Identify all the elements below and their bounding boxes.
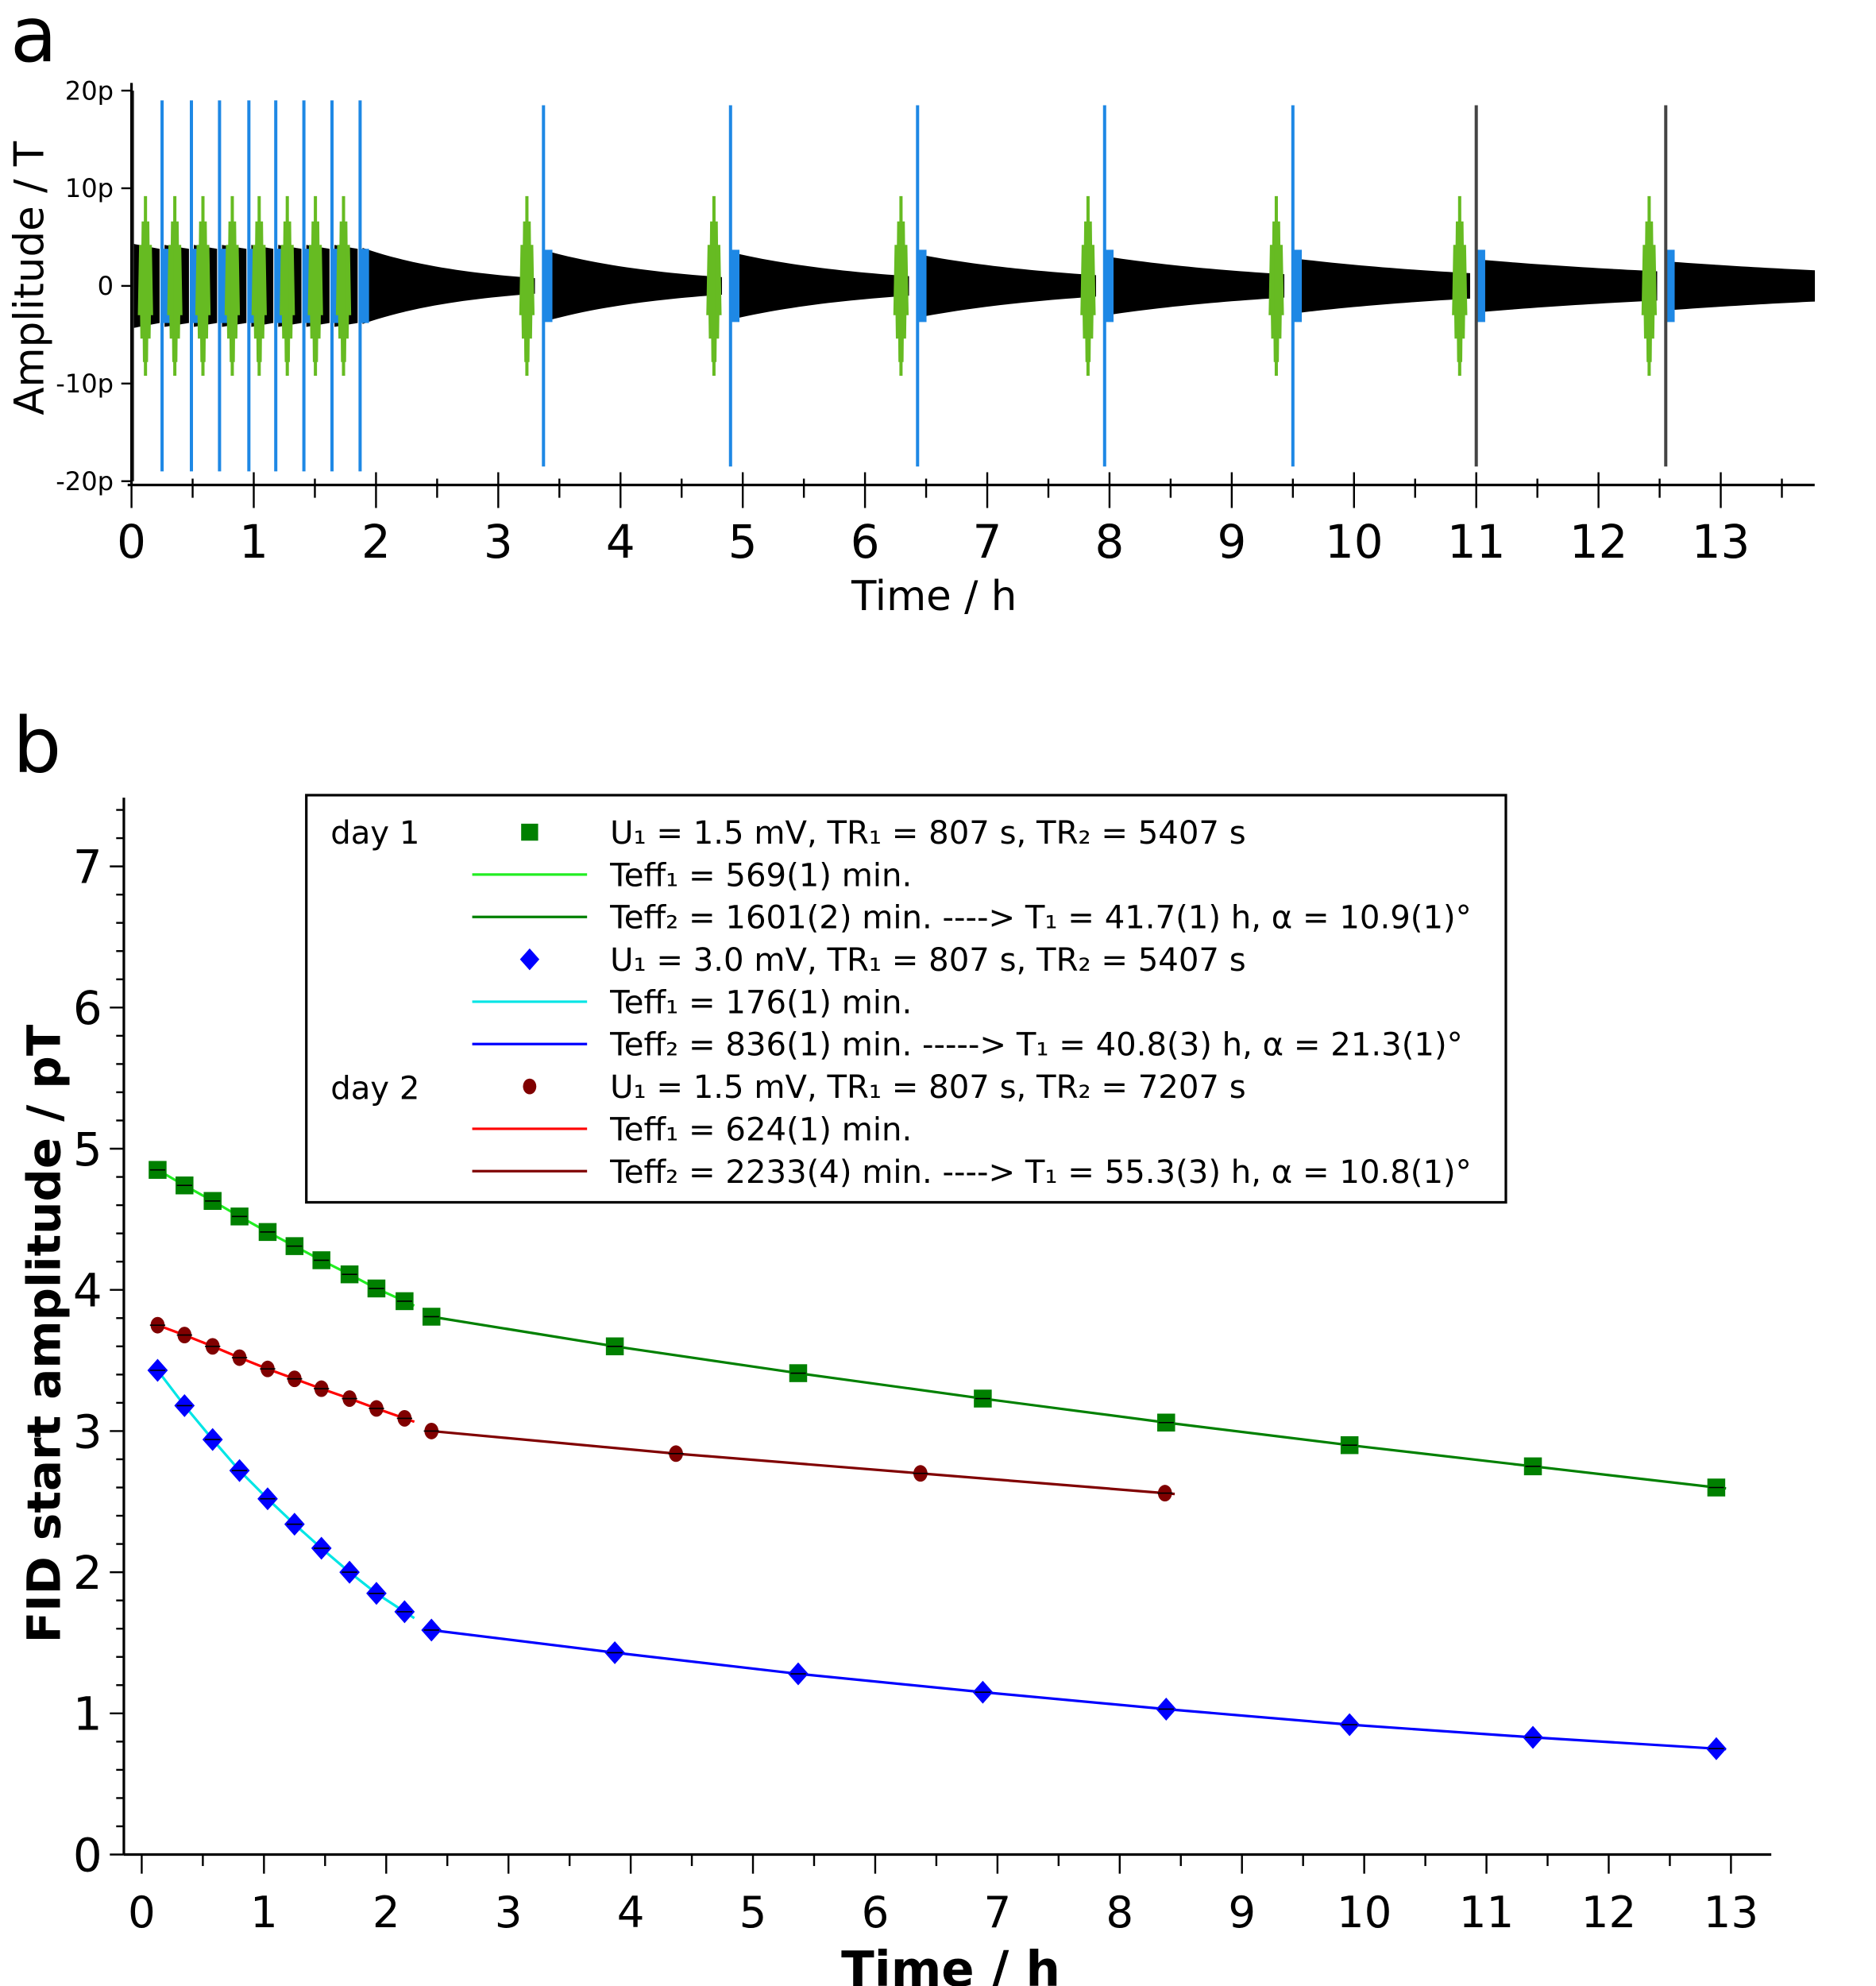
x-tick-label: 9	[1217, 515, 1246, 569]
legend-entry-text: U₁ = 1.5 mV, TR₁ = 807 s, TR₂ = 5407 s	[610, 815, 1246, 852]
chart-b-legend: day 1 day 2 U₁ = 1.5 mV, TR₁ = 807 s, TR…	[305, 794, 1507, 1204]
legend-marker-square	[521, 823, 538, 841]
y-tick-label: -10p	[56, 369, 114, 399]
x-tick-label: 12	[1569, 515, 1628, 569]
y-tick-label: 10p	[65, 173, 114, 203]
x-tick-label: 5	[728, 515, 758, 569]
chart-a-xlabel: Time / h	[851, 573, 1017, 620]
x-tick-label: 12	[1581, 1887, 1637, 1938]
y-tick-label: 4	[73, 1264, 102, 1318]
legend-marker-diamond	[519, 948, 540, 971]
x-tick-label: 10	[1337, 1887, 1392, 1938]
fid-signal-envelope	[1106, 257, 1285, 315]
panel-label-b: b	[13, 701, 61, 790]
x-tick-label: 7	[973, 515, 1002, 569]
legend-entry-text: Teff₁ = 176(1) min.	[609, 984, 912, 1021]
y-tick-label: 20p	[65, 75, 114, 106]
x-tick-label: 3	[495, 1887, 523, 1938]
fid-signal-envelope	[546, 250, 723, 322]
x-tick-label: 9	[1228, 1887, 1256, 1938]
x-tick-label: 5	[739, 1887, 767, 1938]
fid-signal-envelope	[920, 254, 1097, 318]
x-tick-label: 4	[617, 1887, 645, 1938]
legend-entry-text: U₁ = 3.0 mV, TR₁ = 807 s, TR₂ = 5407 s	[610, 942, 1246, 979]
y-tick-label: 6	[73, 981, 102, 1035]
legend-entry-text: Teff₁ = 569(1) min.	[609, 857, 912, 894]
x-tick-label: 0	[128, 1887, 156, 1938]
x-tick-label: 3	[484, 515, 513, 569]
x-tick-label: 2	[361, 515, 391, 569]
y-tick-label: -20p	[56, 466, 114, 496]
legend-entry-text: U₁ = 1.5 mV, TR₁ = 807 s, TR₂ = 7207 s	[610, 1069, 1246, 1106]
x-tick-label: 1	[250, 1887, 278, 1938]
x-tick-label: 8	[1106, 1887, 1133, 1938]
chart-a-ylabel: Amplitude / T	[6, 141, 54, 415]
fid-signal-envelope	[732, 253, 909, 319]
y-tick-label: 0	[73, 1828, 102, 1882]
x-tick-label: 0	[117, 515, 146, 569]
chart-b-ylabel: FID start amplitude / pT	[17, 1024, 71, 1643]
fid-signal-envelope	[1478, 259, 1658, 313]
fid-signal-envelope	[1668, 261, 1816, 311]
x-tick-label: 6	[851, 515, 880, 569]
x-tick-label: 8	[1095, 515, 1125, 569]
legend-entry-text: Teff₂ = 1601(2) min. ----> T₁ = 41.7(1) …	[609, 900, 1472, 937]
fid-signal-envelope	[1295, 258, 1471, 314]
x-tick-label: 6	[862, 1887, 890, 1938]
legend-group-day2: day 2	[330, 1070, 419, 1107]
y-tick-label: 1	[73, 1687, 102, 1741]
x-tick-label: 13	[1692, 515, 1751, 569]
fit-line-teff2-series-2	[431, 1429, 1175, 1496]
y-tick-label: 5	[73, 1122, 102, 1177]
x-tick-label: 4	[606, 515, 635, 569]
y-tick-label: 3	[73, 1404, 102, 1459]
y-tick-label: 2	[73, 1546, 102, 1600]
x-tick-label: 13	[1704, 1887, 1759, 1938]
x-tick-label: 11	[1459, 1887, 1515, 1938]
legend-entry-text: Teff₁ = 624(1) min.	[609, 1111, 912, 1148]
x-tick-label: 7	[983, 1887, 1011, 1938]
legend-entry-text: Teff₂ = 2233(4) min. ----> T₁ = 55.3(3) …	[609, 1154, 1472, 1191]
panel-label-a: a	[10, 0, 57, 79]
chart-a-marks	[131, 91, 1816, 481]
legend-box	[305, 794, 1507, 1204]
legend-marker-circle	[523, 1078, 537, 1095]
legend-group-day1: day 1	[330, 815, 419, 852]
y-tick-label: 7	[73, 840, 102, 894]
x-tick-label: 2	[372, 1887, 400, 1938]
y-tick-label: 0	[98, 271, 114, 301]
fid-signal-envelope	[362, 247, 535, 324]
x-tick-label: 10	[1325, 515, 1384, 569]
x-tick-label: 11	[1447, 515, 1506, 569]
chart-b-marks	[147, 1161, 1727, 1760]
chart-b-xlabel: Time / h	[841, 1942, 1060, 1986]
x-tick-label: 1	[239, 515, 268, 569]
legend-entry-text: Teff₂ = 836(1) min. -----> T₁ = 40.8(3) …	[609, 1027, 1463, 1064]
